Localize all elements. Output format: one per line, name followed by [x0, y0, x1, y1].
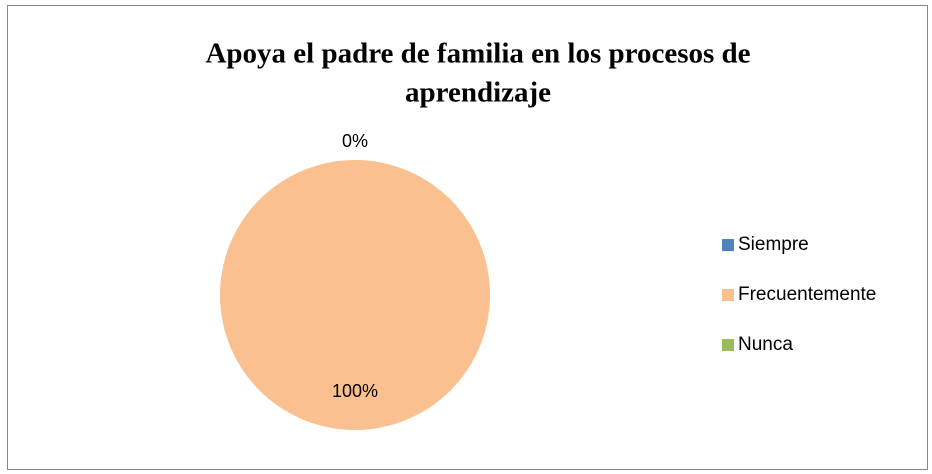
chart-title: aprendizaje	[405, 77, 551, 109]
legend-label: Nunca	[738, 334, 793, 355]
legend-swatch	[722, 289, 734, 301]
data-label: 0%	[342, 131, 368, 151]
chart-title: Apoya el padre de familia en los proceso…	[205, 38, 750, 70]
legend-label: Frecuentemente	[738, 284, 876, 305]
legend-swatch	[722, 339, 734, 351]
legend-swatch	[722, 239, 734, 251]
pie-slice	[220, 160, 490, 430]
data-label: 100%	[332, 381, 378, 401]
legend-label: Siempre	[738, 234, 809, 255]
